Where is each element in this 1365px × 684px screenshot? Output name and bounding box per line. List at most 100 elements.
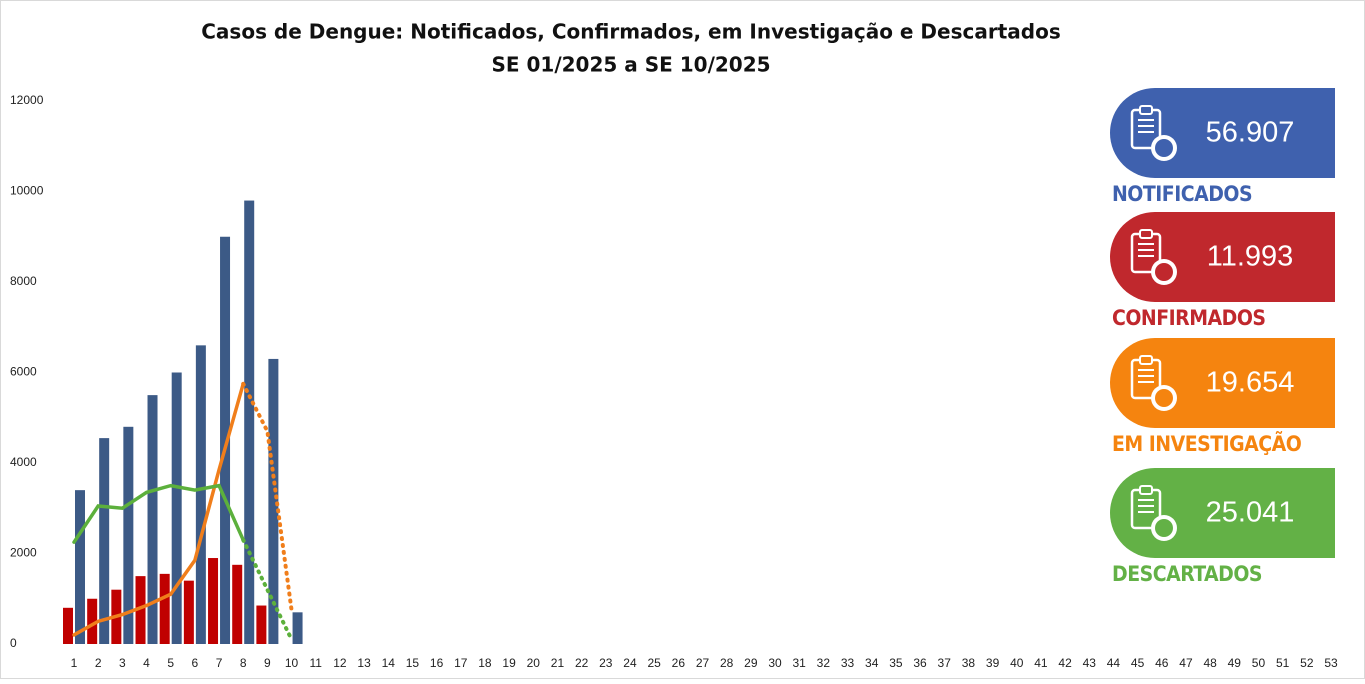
x-tick-label: 46 bbox=[1155, 656, 1169, 670]
x-tick-label: 10 bbox=[285, 656, 299, 670]
x-tick-label: 4 bbox=[143, 656, 150, 670]
y-tick-label: 2000 bbox=[10, 546, 37, 560]
x-tick-label: 37 bbox=[938, 656, 952, 670]
icon-clip bbox=[1139, 355, 1153, 365]
x-tick-label: 38 bbox=[962, 656, 976, 670]
bar bbox=[268, 358, 279, 644]
bar bbox=[159, 573, 170, 644]
y-tick-label: 10000 bbox=[10, 184, 44, 198]
icon-clip bbox=[1139, 229, 1153, 239]
x-tick-label: 48 bbox=[1203, 656, 1217, 670]
x-tick-label: 51 bbox=[1276, 656, 1290, 670]
chart-title: Casos de Dengue: Notificados, Confirmado… bbox=[201, 20, 1060, 44]
bar bbox=[135, 576, 146, 644]
x-tick-label: 35 bbox=[889, 656, 903, 670]
x-tick-label: 39 bbox=[986, 656, 1000, 670]
x-tick-label: 18 bbox=[478, 656, 492, 670]
x-tick-label: 41 bbox=[1034, 656, 1048, 670]
legend-label: NOTIFICADOS bbox=[1112, 182, 1252, 206]
y-tick-label: 0 bbox=[10, 636, 17, 650]
y-tick-label: 8000 bbox=[10, 274, 37, 288]
icon-badge-inner bbox=[1155, 389, 1173, 407]
x-tick-label: 27 bbox=[696, 656, 710, 670]
x-tick-label: 12 bbox=[333, 656, 347, 670]
icon-clip bbox=[1139, 485, 1153, 495]
x-tick-label: 25 bbox=[647, 656, 661, 670]
x-tick-label: 2 bbox=[95, 656, 102, 670]
x-tick-label: 1 bbox=[71, 656, 78, 670]
x-tick-label: 13 bbox=[357, 656, 371, 670]
x-tick-label: 32 bbox=[817, 656, 831, 670]
x-tick-label: 17 bbox=[454, 656, 468, 670]
bar bbox=[147, 395, 158, 644]
x-tick-label: 45 bbox=[1131, 656, 1145, 670]
bar bbox=[99, 438, 110, 644]
x-tick-label: 21 bbox=[551, 656, 565, 670]
bar bbox=[183, 580, 194, 644]
line bbox=[72, 483, 245, 544]
legend-label: DESCARTADOS bbox=[1112, 562, 1262, 586]
bar bbox=[171, 372, 182, 644]
x-tick-label: 23 bbox=[599, 656, 613, 670]
x-tick-label: 19 bbox=[502, 656, 516, 670]
x-tick-label: 15 bbox=[406, 656, 420, 670]
x-tick-label: 26 bbox=[672, 656, 686, 670]
bar bbox=[87, 598, 98, 644]
line-dotted bbox=[241, 537, 294, 642]
x-tick-label: 49 bbox=[1228, 656, 1242, 670]
x-tick-label: 5 bbox=[167, 656, 174, 670]
icon-badge-inner bbox=[1155, 263, 1173, 281]
legend-label: EM INVESTIGAÇÃO bbox=[1112, 431, 1302, 456]
bar bbox=[232, 564, 243, 644]
legend-label: CONFIRMADOS bbox=[1112, 306, 1266, 330]
x-tick-label: 16 bbox=[430, 656, 444, 670]
x-tick-label: 11 bbox=[309, 656, 322, 670]
x-tick-label: 36 bbox=[913, 656, 927, 670]
x-tick-label: 6 bbox=[192, 656, 199, 670]
bar bbox=[195, 345, 206, 644]
bar bbox=[123, 426, 134, 644]
card-total: 56.907 bbox=[1206, 117, 1295, 149]
bar bbox=[220, 236, 231, 644]
x-tick-label: 9 bbox=[264, 656, 271, 670]
x-tick-label: 52 bbox=[1300, 656, 1314, 670]
x-tick-label: 34 bbox=[865, 656, 879, 670]
icon-clip bbox=[1139, 105, 1153, 115]
x-tick-label: 42 bbox=[1058, 656, 1072, 670]
x-tick-label: 3 bbox=[119, 656, 126, 670]
x-tick-label: 14 bbox=[382, 656, 396, 670]
bar bbox=[292, 612, 303, 644]
x-tick-label: 22 bbox=[575, 656, 589, 670]
x-tick-label: 7 bbox=[216, 656, 223, 670]
x-tick-label: 50 bbox=[1252, 656, 1266, 670]
x-tick-label: 31 bbox=[793, 656, 807, 670]
bar bbox=[208, 558, 219, 644]
x-tick-label: 29 bbox=[744, 656, 758, 670]
line-dotted bbox=[241, 381, 294, 613]
bar bbox=[244, 200, 255, 645]
bar bbox=[75, 490, 85, 644]
x-tick-label: 33 bbox=[841, 656, 855, 670]
x-tick-label: 8 bbox=[240, 656, 247, 670]
x-tick-label: 40 bbox=[1010, 656, 1024, 670]
bar bbox=[63, 607, 73, 644]
icon-badge-inner bbox=[1155, 519, 1173, 537]
chart-subtitle: SE 01/2025 a SE 10/2025 bbox=[491, 53, 770, 77]
x-tick-label: 28 bbox=[720, 656, 734, 670]
x-tick-label: 24 bbox=[623, 656, 637, 670]
y-tick-label: 4000 bbox=[10, 455, 37, 469]
y-tick-label: 12000 bbox=[10, 93, 44, 107]
x-tick-label: 30 bbox=[768, 656, 782, 670]
icon-badge-inner bbox=[1155, 139, 1173, 157]
card-total: 25.041 bbox=[1206, 497, 1295, 529]
card-total: 19.654 bbox=[1206, 367, 1295, 399]
x-tick-label: 43 bbox=[1083, 656, 1097, 670]
bar bbox=[256, 605, 267, 644]
x-tick-label: 47 bbox=[1179, 656, 1193, 670]
card-total: 11.993 bbox=[1207, 241, 1294, 273]
x-tick-label: 53 bbox=[1324, 656, 1338, 670]
y-tick-label: 6000 bbox=[10, 365, 37, 379]
x-tick-label: 20 bbox=[527, 656, 541, 670]
x-tick-label: 44 bbox=[1107, 656, 1121, 670]
